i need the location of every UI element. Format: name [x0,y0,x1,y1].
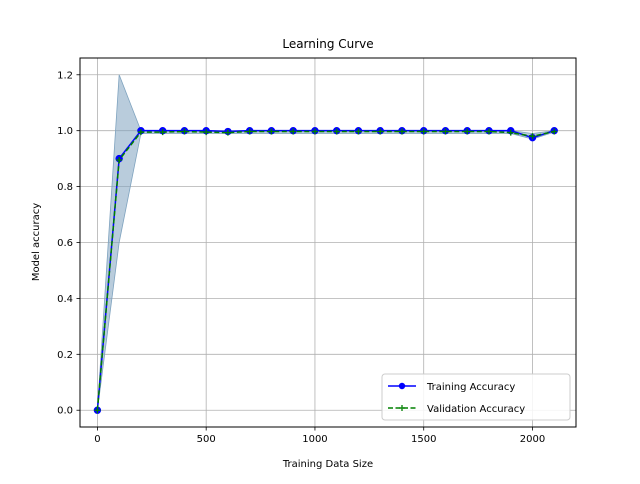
legend-label: Training Accuracy [426,382,515,393]
validation-accuracy-point [442,128,449,135]
y-tick-label: 0.6 [57,238,73,249]
validation-accuracy-point [224,129,231,136]
legend-label: Validation Accuracy [427,404,525,415]
y-tick-label: 0.2 [57,350,73,361]
validation-accuracy-point [398,128,405,135]
validation-accuracy-point [159,129,166,136]
x-tick-label: 1500 [411,434,436,445]
legend-marker-validation [399,405,405,411]
x-tick-label: 0 [94,434,100,445]
validation-accuracy-point [246,128,253,135]
chart-title: Learning Curve [282,37,373,51]
validation-accuracy-point [464,128,471,135]
y-tick-label: 0.4 [57,294,73,305]
x-axis-label: Training Data Size [282,459,373,470]
axis-ticks: 0 500 1000 1500 2000 0.0 0.2 0.4 0.6 0.8 1.0 1.2 [57,70,545,445]
legend-box [381,373,571,421]
validation-accuracy-point [116,157,123,164]
validation-accuracy-point [355,128,362,135]
validation-accuracy-point [485,128,492,135]
training-accuracy-line [96,129,555,411]
validation-accuracy-point [268,128,275,135]
validation-accuracy-point [551,128,558,135]
y-tick-label: 1.2 [57,70,73,81]
legend: Training Accuracy Validation Accuracy [381,373,571,421]
validation-accuracy-point [181,128,188,135]
validation-accuracy-point [420,128,427,135]
legend-marker-training [398,382,406,390]
validation-accuracy-point [333,128,340,135]
series-layer [93,126,558,414]
validation-accuracy-point [507,129,514,136]
validation-accuracy-point [203,129,210,136]
y-axis-label: Model accuracy [31,203,42,281]
validation-accuracy-point [529,133,536,140]
x-tick-label: 1000 [302,434,327,445]
validation-accuracy-point [311,128,318,135]
validation-accuracy-point [290,128,297,135]
validation-accuracy-point [94,407,101,414]
validation-accuracy-line [96,130,555,411]
y-tick-label: 1.0 [57,126,73,137]
x-tick-label: 2000 [520,434,545,445]
validation-accuracy-point [377,128,384,135]
y-tick-label: 0.8 [57,182,73,193]
y-tick-label: 0.0 [57,406,73,417]
x-tick-label: 500 [197,434,216,445]
validation-accuracy-point [137,129,144,136]
